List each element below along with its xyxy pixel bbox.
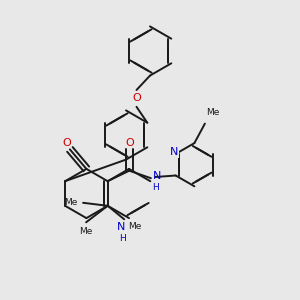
Text: N: N [152,171,161,181]
Text: Me: Me [80,227,93,236]
Text: Me: Me [64,198,77,207]
Text: Me: Me [206,108,220,117]
Text: O: O [125,137,134,148]
Text: Me: Me [128,222,142,231]
Text: N: N [170,147,178,158]
Text: H: H [119,234,125,243]
Text: O: O [132,93,141,103]
Text: O: O [62,138,71,148]
Text: N: N [117,222,125,232]
Text: H: H [152,183,159,192]
